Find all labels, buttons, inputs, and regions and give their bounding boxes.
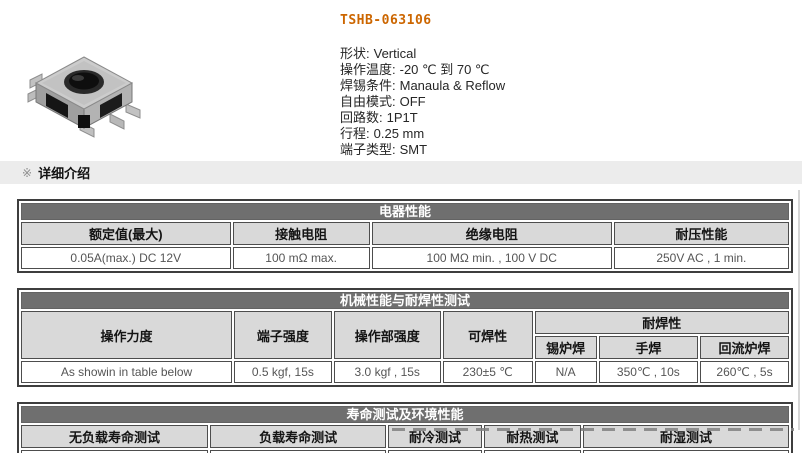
spec-value: OFF [399, 94, 426, 109]
product-code: TSHB-063106 [340, 13, 432, 28]
spec-value: -20 ℃ 到 70 ℃ [399, 62, 490, 77]
group-header: 耐焊性 [534, 311, 789, 334]
spec-value: SMT [399, 142, 428, 157]
cell-value: 100 MΩ min. , 100 V DC [371, 247, 612, 269]
mechanical-solderability-table: 机械性能与耐焊性测试 操作力度 端子强度 操作部强度 可焊性 耐焊性 锡炉焊 手… [17, 288, 793, 387]
spec-label: 行程: [340, 126, 370, 141]
life-environment-table: 寿命测试及环境性能 无负载寿命测试 负载寿命测试 耐冷测试 耐热测试 耐湿测试 … [17, 402, 793, 453]
column-header: 额定值(最大) [21, 222, 231, 245]
cell-value: 3.0 kgf , 15s [333, 361, 441, 383]
cell-value: -25 ℃ for 48 hrs [388, 450, 482, 453]
cell-value: 0.05A(max.) DC 12V [21, 247, 231, 269]
spec-value: 1P1T [386, 110, 418, 125]
cell-value: As showin in table below [21, 361, 233, 383]
spec-line-circuits: 回路数: 1P1T [340, 110, 505, 126]
electrical-performance-table: 电器性能 额定值(最大) 接触电阻 绝缘电阻 耐压性能 0.05A(max.) … [17, 199, 793, 273]
table-title: 电器性能 [21, 203, 789, 220]
table-title: 寿命测试及环境性能 [21, 406, 789, 423]
spec-value: Vertical [373, 46, 417, 61]
column-header: 操作部强度 [333, 311, 441, 359]
spec-label: 端子类型: [340, 142, 396, 157]
spec-value: Manaula & Reflow [399, 78, 506, 93]
column-header: 无负载寿命测试 [21, 425, 208, 448]
cell-value: 100,000 cycles ; 200 mΩ max. [21, 450, 208, 453]
spec-value: 0.25 mm [373, 126, 425, 141]
spec-line-travel: 行程: 0.25 mm [340, 126, 505, 142]
cell-value: 260℃ , 5s [699, 361, 789, 383]
spec-label: 操作温度: [340, 62, 396, 77]
column-header: 绝缘电阻 [371, 222, 612, 245]
column-header: 端子强度 [234, 311, 332, 359]
spec-label: 回路数: [340, 110, 383, 125]
column-header: 操作力度 [21, 311, 233, 359]
cell-value: 230±5 ℃ [442, 361, 533, 383]
spec-line-free-mode: 自由模式: OFF [340, 94, 505, 110]
column-header: 负载寿命测试 [209, 425, 387, 448]
table-title: 机械性能与耐焊性测试 [21, 292, 789, 309]
spec-label: 形状: [340, 46, 370, 61]
page-edge-divider [798, 190, 800, 430]
column-header: 可焊性 [442, 311, 533, 359]
spec-line-soldering: 焊锡条件: Manaula & Reflow [340, 78, 505, 94]
watermark-dashes [392, 428, 794, 431]
cell-value: N/A [534, 361, 597, 383]
cell-value: 100 mΩ max. [232, 247, 370, 269]
spec-tables-area: 电器性能 额定值(最大) 接触电阻 绝缘电阻 耐压性能 0.05A(max.) … [17, 199, 793, 453]
cell-value: 250V AC , 1 min. [613, 247, 789, 269]
column-header: 接触电阻 [232, 222, 370, 245]
cell-value: 350℃ , 10s [598, 361, 698, 383]
section-header-bar: ※ 详细介绍 [0, 161, 802, 184]
spec-label: 焊锡条件: [340, 78, 396, 93]
sub-column-header: 手焊 [598, 336, 698, 359]
section-marker-icon: ※ [22, 165, 33, 180]
section-title: 详细介绍 [38, 166, 91, 181]
spec-line-terminal-type: 端子类型: SMT [340, 142, 505, 158]
product-photo [26, 50, 144, 142]
product-spec-list: 形状: Vertical 操作温度: -20 ℃ 到 70 ℃ 焊锡条件: Manau… [340, 46, 505, 158]
spec-label: 自由模式: [340, 94, 396, 109]
cell-value: 70℃ for 48 hrs [483, 450, 581, 453]
sub-column-header: 锡炉焊 [534, 336, 597, 359]
tact-switch-image [27, 56, 141, 138]
cell-value: 40℃, 90 to 95% RH for 96 hrs [583, 450, 789, 453]
cell-value: 100,000 cycles ; 200 mΩ max. [209, 450, 387, 453]
sub-column-header: 回流炉焊 [699, 336, 789, 359]
cell-value: 0.5 kgf, 15s [234, 361, 332, 383]
spec-line-shape: 形状: Vertical [340, 46, 505, 62]
column-header: 耐压性能 [613, 222, 789, 245]
spec-line-temperature: 操作温度: -20 ℃ 到 70 ℃ [340, 62, 505, 78]
